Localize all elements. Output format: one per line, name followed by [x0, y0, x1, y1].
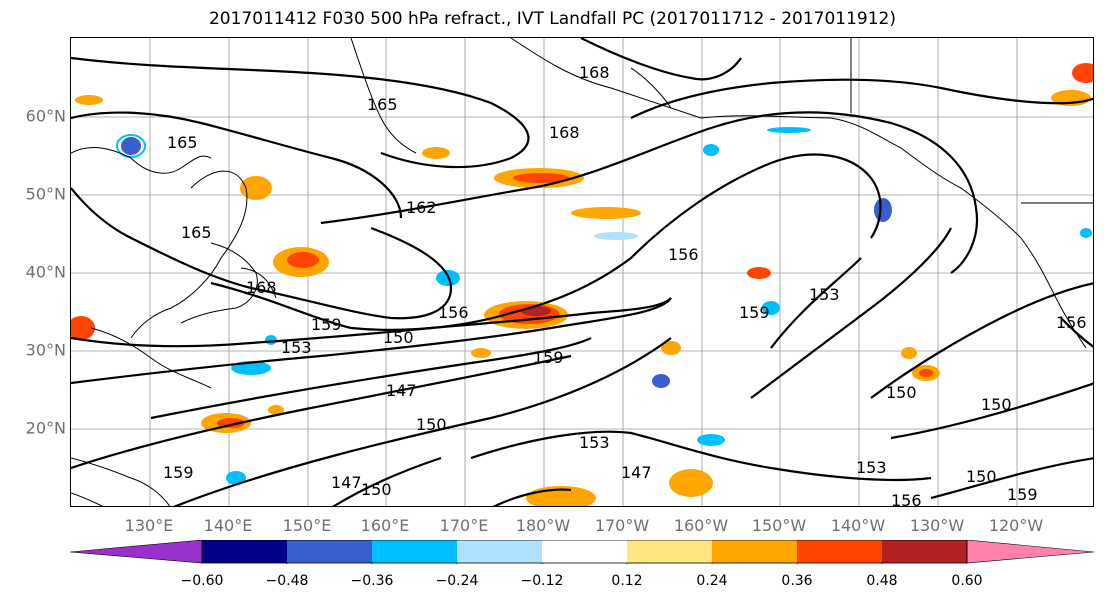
- contour-labels: 168 165 168 165 162 165 168 156 159 153 …: [163, 63, 1087, 507]
- colorbar-segment: [287, 540, 372, 563]
- colorbar-segment: [627, 540, 712, 563]
- contour-label: 150: [361, 480, 392, 499]
- lon-label: 140°E: [203, 516, 253, 535]
- contour-label: 156: [668, 245, 699, 264]
- colorbar-tick: 0.48: [866, 573, 898, 589]
- colorbar: [69, 539, 1095, 568]
- map-canvas: 168 165 168 165 162 165 168 156 159 153 …: [71, 38, 1093, 507]
- lon-label: 180°W: [515, 516, 571, 535]
- contour-label: 165: [181, 223, 212, 242]
- colorbar-segment: [542, 540, 627, 563]
- contour-label: 159: [533, 348, 564, 367]
- colorbar-extend-low: [69, 539, 203, 564]
- lat-label: 30°N: [25, 340, 66, 360]
- contour-label: 150: [981, 395, 1012, 414]
- contour-label: 168: [549, 123, 580, 142]
- contour-label: 159: [739, 303, 770, 322]
- colorbar-segment: [202, 540, 287, 563]
- colorbar-tick: −0.12: [520, 573, 564, 589]
- lon-label: 170°W: [594, 516, 650, 535]
- colorbar-tick: −0.60: [180, 573, 224, 589]
- lon-label: 160°E: [360, 516, 410, 535]
- colorbar-tick: 0.24: [696, 573, 728, 589]
- colorbar-extend-high: [966, 539, 1095, 564]
- contour-label: 156: [1056, 313, 1087, 332]
- lon-label: 150°W: [751, 516, 807, 535]
- contour-label: 150: [966, 467, 997, 486]
- contour-label: 159: [1007, 485, 1038, 504]
- contour-label: 153: [281, 338, 312, 357]
- lon-label: 140°W: [830, 516, 886, 535]
- lon-label: 130°W: [909, 516, 965, 535]
- contour-label: 156: [438, 303, 469, 322]
- colorbar-tick: 0.12: [611, 573, 643, 589]
- contour-label: 150: [416, 415, 447, 434]
- lon-label: 170°E: [439, 516, 489, 535]
- contour-label: 156: [891, 491, 922, 507]
- lat-label: 40°N: [25, 262, 66, 282]
- lat-label: 20°N: [25, 418, 66, 438]
- ivt-shading: [71, 63, 1093, 506]
- map-panel: 168 165 168 165 162 165 168 156 159 153 …: [70, 37, 1094, 507]
- colorbar-tick: −0.48: [265, 573, 309, 589]
- lat-label: 60°N: [25, 106, 66, 126]
- coastlines: [71, 38, 1093, 506]
- contour-label: 153: [809, 285, 840, 304]
- contour-label: 150: [886, 383, 917, 402]
- lon-label: 160°W: [673, 516, 729, 535]
- contour-label: 159: [163, 463, 194, 482]
- lon-label: 150°E: [282, 516, 332, 535]
- contour-label: 147: [331, 473, 362, 492]
- lon-label: 130°E: [124, 516, 174, 535]
- contour-label: 153: [856, 458, 887, 477]
- colorbar-segment: [882, 540, 967, 563]
- colorbar-tick: −0.24: [435, 573, 479, 589]
- contour-label: 168: [579, 63, 610, 82]
- colorbar-tick: −0.36: [350, 573, 394, 589]
- colorbar-segment: [797, 540, 882, 563]
- contour-label: 162: [406, 198, 437, 217]
- contour-label: 150: [383, 328, 414, 347]
- contour-label: 165: [167, 133, 198, 152]
- colorbar-segment: [457, 540, 542, 563]
- colorbar-tick: 0.60: [951, 573, 983, 589]
- lat-label: 50°N: [25, 184, 66, 204]
- colorbar-tick: 0.36: [781, 573, 813, 589]
- lon-label: 120°W: [988, 516, 1044, 535]
- refractivity-contours: [71, 38, 1093, 506]
- colorbar-segment: [372, 540, 457, 563]
- contour-label: 168: [246, 278, 277, 297]
- contour-label: 159: [311, 315, 342, 334]
- contour-label: 147: [386, 381, 417, 400]
- map-title: 2017011412 F030 500 hPa refract., IVT La…: [208, 9, 896, 29]
- graticule: [71, 38, 1093, 506]
- colorbar-svg: [69, 539, 1095, 567]
- contour-label: 165: [367, 95, 398, 114]
- contour-label: 147: [621, 463, 652, 482]
- colorbar-segment: [712, 540, 797, 563]
- contour-label: 153: [579, 433, 610, 452]
